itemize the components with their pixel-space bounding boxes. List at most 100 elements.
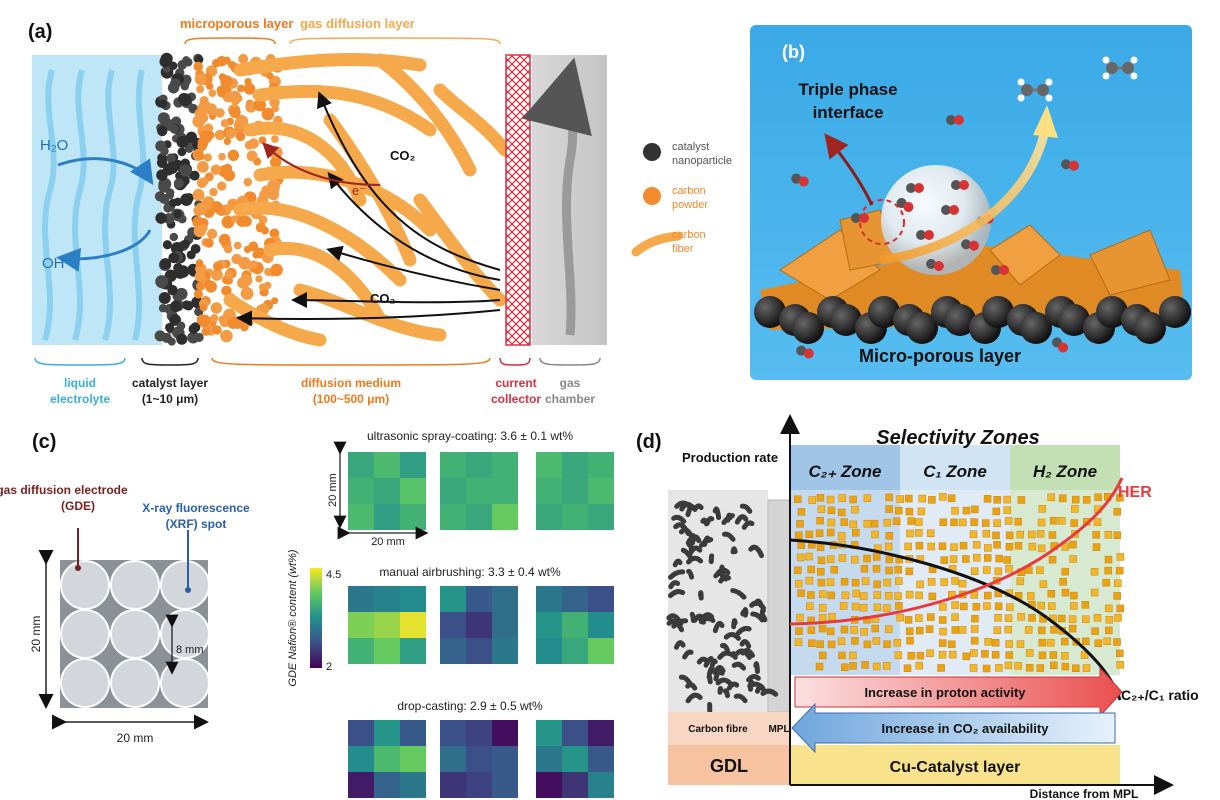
heatmap-cell [440,772,466,798]
carbon-powder-particle [193,225,206,238]
catalyst-particle [165,190,175,200]
carbon-powder-particle [230,90,240,100]
heatmap-cell [492,478,518,504]
cu-cube [1069,555,1077,563]
carbon-powder-particle [220,119,230,128]
carbon-fibre [717,650,733,660]
cu-cube [915,518,923,526]
cu-cube [841,663,849,672]
cu-cube [1071,495,1080,504]
cu-cube [982,519,990,527]
heatmap-cell [400,586,426,612]
xrf-spot [110,609,160,659]
catalyst-particle [158,304,168,313]
cu-cube [1090,588,1099,597]
cu-cube [840,577,849,586]
catalyst-particle [186,250,196,260]
carbon-powder-particle [194,73,207,86]
catalyst-particle [177,147,187,157]
carbon-powder-particle [255,222,266,233]
cu-cube [915,591,923,600]
cu-cube [1116,604,1124,613]
cu-cube [1024,626,1033,634]
heatmap-cell [492,452,518,478]
colorbar-label: GDE Nafion® content (wt%) [287,549,299,686]
cu-cube [863,519,872,528]
heatmap-cell [588,746,614,772]
carbon-fibre-label: Carbon fibre [688,724,748,735]
mpl-sphere [830,304,862,336]
carbon-fibre [712,506,722,520]
cu-cube [826,495,835,504]
bottom-label-4: gas [560,376,581,390]
carbon-powder-particle [196,152,205,161]
carbon-fibre [671,618,689,629]
cu-cube [1014,542,1023,550]
cu-cube [1061,588,1070,597]
carbon-powder-particle [231,215,239,223]
catalyst-particle [168,198,178,208]
catalyst-particle [189,170,200,181]
carbon-fibre [685,537,696,546]
cu-cube [806,602,814,610]
catalyst-particle [165,161,179,174]
heatmap-cell [466,720,492,746]
heatmap-cell [492,720,518,746]
carbon-powder-particle [208,89,217,97]
cu-cube [915,541,924,550]
mpl-sphere [868,296,900,328]
cu-cube [1017,613,1025,621]
carbon-powder-particle [215,108,225,118]
cu-cube [1094,493,1102,502]
cu-cube [905,627,914,636]
cu-cube [915,614,923,622]
cu-cube [995,664,1003,672]
colorbar-max: 4.5 [326,569,341,581]
mpl-sphere [1058,304,1090,336]
cu-cube [1060,652,1069,660]
cu-cube [883,518,892,527]
cu-cube [992,531,1000,540]
cu-cube [815,529,824,538]
carbon-powder-particle [266,72,274,80]
cu-cube [894,592,902,600]
heatmap-cell [348,720,374,746]
cu-cube [928,496,936,504]
cu-cube [807,591,815,599]
cu-cube [1103,637,1111,646]
cu-cube [1091,627,1099,635]
catalyst-particle [180,82,190,91]
micro-porous-layer-label: Micro-porous layer [859,346,1021,366]
cu-cube [794,579,803,588]
heatmap-cell [492,772,518,798]
heatmap-cell [562,478,588,504]
heatmap-cell [440,720,466,746]
carbon-powder-particle [227,149,240,162]
heatmap-cell [374,772,400,798]
cu-cube [1005,542,1014,551]
row-title-3: drop-casting: 2.9 ± 0.5 wt% [397,699,543,713]
cu-cube [969,664,978,672]
cu-cube [1038,651,1047,660]
carbon-fibre [698,590,704,601]
cu-cube [1058,614,1066,623]
mpl-sphere [1020,312,1052,344]
cu-cube [1061,637,1069,646]
cu-cube [826,528,835,537]
carbon-fibre [686,545,703,558]
cu-cube [1058,517,1066,525]
carbon-fibre [742,607,749,616]
row-title-1: ultrasonic spray-coating: 3.6 ± 0.1 wt% [367,429,573,443]
co2-availability-arrow [791,702,1116,754]
cu-cube [982,529,991,538]
heatmap-cell [348,638,374,664]
carbon-powder-particle [210,164,222,175]
heatmap-cell [588,638,614,664]
catalyst-particle [160,146,169,156]
heatmap-cell [440,612,466,638]
cu-cube [816,516,824,525]
carbon-powder-particle [212,325,222,335]
cu-cube [948,640,956,649]
cu-cube [994,567,1003,576]
cu-cube [859,592,868,600]
